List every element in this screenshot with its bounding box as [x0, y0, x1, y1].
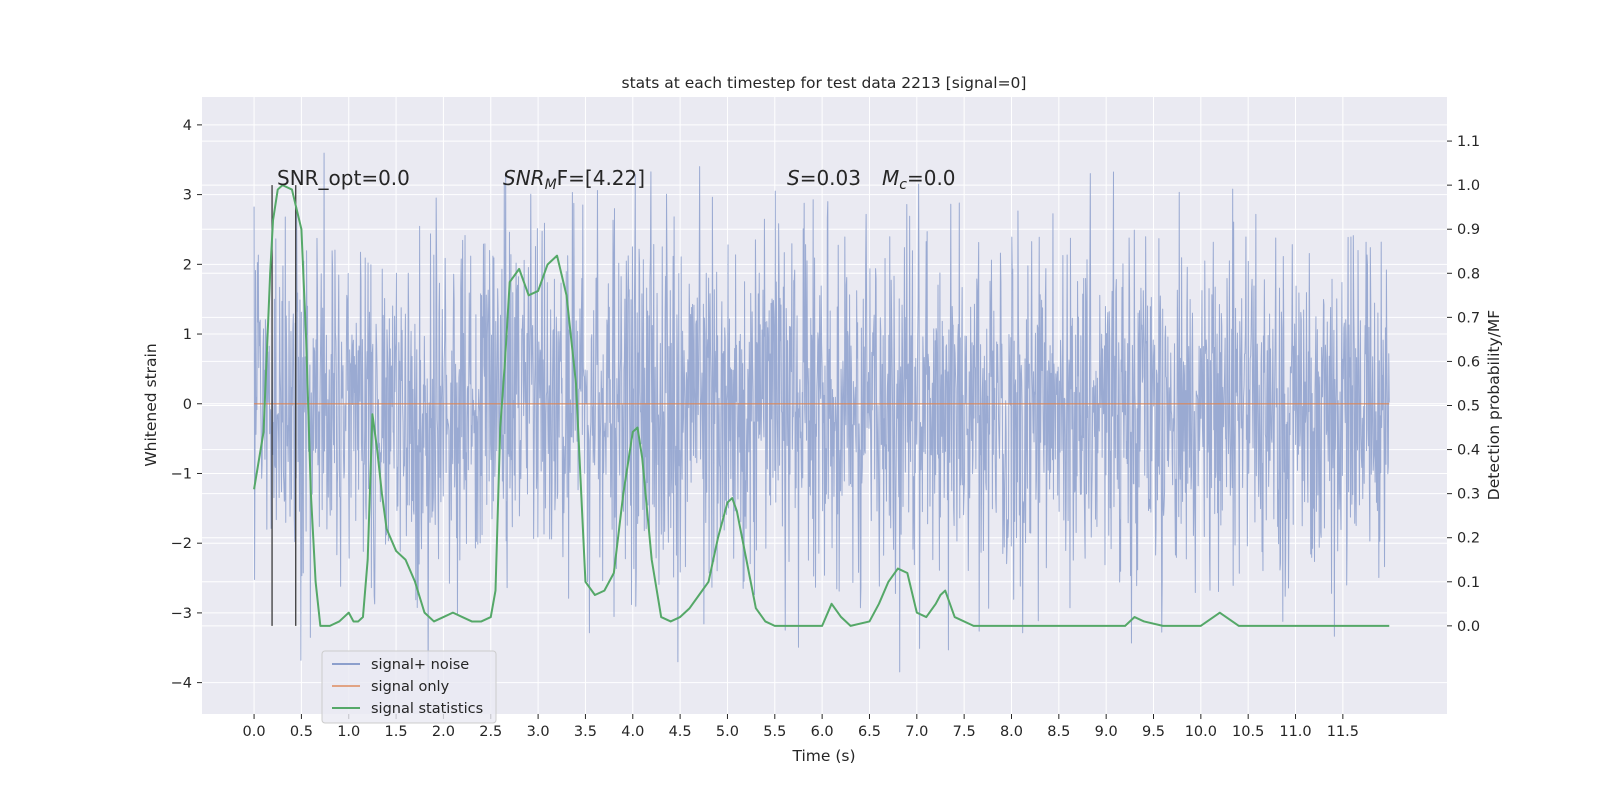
- legend-label-noise: signal+ noise: [371, 657, 469, 673]
- x-tick-label: 4.0: [621, 724, 644, 740]
- y-left-tick-label: 4: [183, 118, 192, 134]
- y-right-tick-label: 0.0: [1457, 619, 1480, 635]
- y-right-tick-label: 0.4: [1457, 443, 1480, 459]
- y-right-tick-label: 0.3: [1457, 487, 1480, 503]
- annotation-snr-opt: SNR_opt=0.0: [277, 166, 410, 190]
- noise-series-line: [253, 152, 1390, 691]
- y-right-axis-label: Detection probability/MF: [1485, 310, 1503, 501]
- x-tick-label: 0.0: [243, 724, 266, 740]
- x-tick-label: 4.5: [669, 724, 692, 740]
- x-tick-label: 10.0: [1185, 724, 1217, 740]
- x-tick-label: 11.5: [1327, 724, 1359, 740]
- x-tick-label: 6.0: [811, 724, 834, 740]
- x-tick-label: 5.0: [716, 724, 739, 740]
- x-tick-label: 3.0: [527, 724, 550, 740]
- y-right-tick-label: 0.7: [1457, 310, 1480, 326]
- x-tick-label: 9.5: [1142, 724, 1165, 740]
- y-right-tick-label: 0.5: [1457, 399, 1480, 415]
- y-left-tick-label: −2: [171, 536, 192, 552]
- x-tick-label: 8.5: [1047, 724, 1070, 740]
- y-right-tick-label: 0.9: [1457, 222, 1480, 238]
- vertical-markers: [271, 185, 297, 626]
- x-tick-label: 1.5: [385, 724, 408, 740]
- x-tick-label: 11.0: [1279, 724, 1311, 740]
- x-tick-label: 1.0: [337, 724, 360, 740]
- y-right-tick-labels: 0.0 0.1 0.2 0.3 0.4 0.5 0.6 0.7 0.8 0.9 1.0 1.1: [1447, 134, 1480, 635]
- x-tick-label: 8.0: [1000, 724, 1023, 740]
- y-left-axis-label: Whitened strain: [142, 343, 160, 466]
- legend-label-signal-only: signal only: [371, 679, 450, 695]
- legend-box: [321, 650, 497, 724]
- y-left-tick-label: 0: [183, 397, 192, 413]
- y-right-tick-label: 1.0: [1457, 178, 1480, 194]
- x-tick-label: 10.5: [1232, 724, 1264, 740]
- x-tick-label: 7.0: [905, 724, 928, 740]
- x-tick-label: 5.5: [763, 724, 786, 740]
- x-tick-labels: 0.0 0.5 1.0 1.5 2.0 2.5 3.0 3.5 4.0 4.5 5.0 5.5 6.0 6…: [243, 714, 1359, 740]
- y-left-tick-label: 3: [183, 188, 192, 204]
- annotation-s: S=0.03: [787, 166, 861, 190]
- x-axis-label: Time (s): [791, 747, 855, 765]
- plot-area: [253, 152, 1390, 691]
- x-tick-label: 0.5: [290, 724, 313, 740]
- statistics-series-line: [253, 184, 1390, 627]
- x-tick-label: 3.5: [574, 724, 597, 740]
- x-tick-label: 9.0: [1095, 724, 1118, 740]
- y-left-tick-label: 2: [183, 257, 192, 273]
- y-right-tick-label: 0.6: [1457, 354, 1480, 370]
- legend: signal+ noise signal only signal statist…: [321, 650, 497, 724]
- annotation-mc: Mc=0.0: [882, 166, 956, 193]
- x-tick-label: 2.0: [432, 724, 455, 740]
- chart-title: stats at each timestep for test data 221…: [622, 74, 1027, 92]
- y-left-tick-labels: −4 −3 −2 −1 0 1 2 3 4: [171, 118, 202, 692]
- y-left-tick-label: −3: [171, 606, 192, 622]
- x-tick-label: 6.5: [858, 724, 881, 740]
- y-left-tick-label: −1: [171, 466, 192, 482]
- y-right-tick-label: 0.8: [1457, 266, 1480, 282]
- y-right-tick-label: 0.1: [1457, 575, 1480, 591]
- annotation-snr-mf: SNRMF=[4.22]: [503, 166, 645, 193]
- y-left-tick-label: −4: [171, 676, 192, 692]
- legend-label-statistics: signal statistics: [371, 701, 483, 717]
- y-right-tick-label: 1.1: [1457, 134, 1480, 150]
- x-tick-label: 7.5: [953, 724, 976, 740]
- y-right-tick-label: 0.2: [1457, 531, 1480, 547]
- x-tick-label: 2.5: [479, 724, 502, 740]
- y-left-tick-label: 1: [183, 327, 192, 343]
